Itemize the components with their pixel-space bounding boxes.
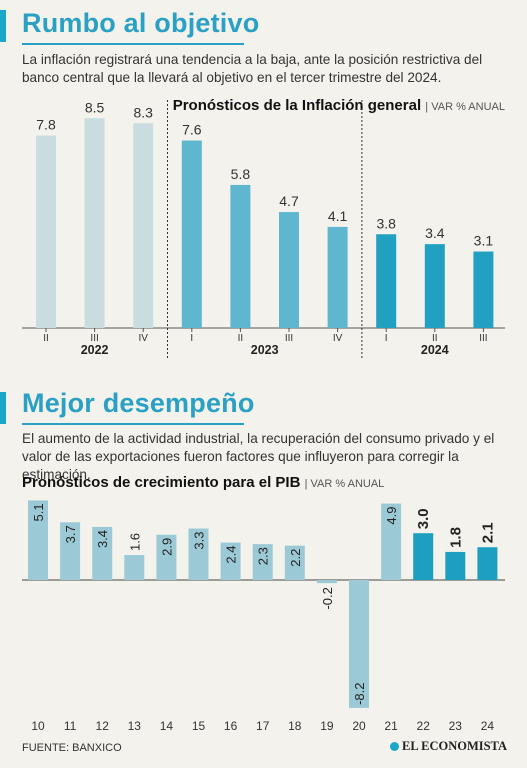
- inflation-value-label: 7.6: [182, 122, 202, 138]
- pib-bar: [316, 580, 337, 584]
- section1-rule: [22, 43, 244, 45]
- inflation-value-label: 8.3: [133, 104, 153, 120]
- inflation-value-label: 3.1: [474, 233, 494, 249]
- inflation-bar: [133, 123, 154, 328]
- pib-tick-label: 16: [224, 719, 238, 733]
- pib-value-label: 3.4: [95, 530, 110, 548]
- inflation-year-label: 2024: [421, 343, 449, 357]
- section2-description: El aumento de la actividad industrial, l…: [22, 431, 495, 482]
- inflation-value-label: 7.8: [36, 117, 56, 133]
- inflation-tick-label: I: [190, 333, 193, 344]
- pib-value-label: 2.9: [159, 538, 174, 556]
- pib-tick-label: 22: [417, 719, 431, 733]
- section2-rule: [22, 423, 244, 425]
- inflation-value-label: 4.7: [279, 193, 299, 209]
- pib-bar: [381, 503, 402, 580]
- pib-chart-title-text: Pronósticos de crecimiento para el PIB: [22, 474, 301, 491]
- section2-title: Mejor desempeño: [22, 388, 255, 418]
- inflation-year-label: 2023: [251, 343, 279, 357]
- pib-bar: [156, 534, 177, 580]
- pib-tick-label: 19: [320, 719, 334, 733]
- pib-bar: [477, 547, 498, 580]
- inflation-tick-label: II: [432, 333, 438, 344]
- pib-value-label: 3.0: [415, 508, 432, 529]
- footer-logo: EL ECONOMISTA: [390, 739, 507, 754]
- inflation-tick-label: III: [479, 333, 487, 344]
- inflation-tick-label: I: [385, 333, 388, 344]
- pib-bar: [28, 500, 48, 580]
- inflation-value-label: 8.5: [85, 99, 105, 115]
- pib-bar: [349, 580, 369, 708]
- pib-tick-label: 14: [160, 719, 174, 733]
- inflation-tick-label: III: [285, 333, 293, 344]
- pib-tick-label: 11: [64, 719, 77, 733]
- pib-chart: 5.1 10 3.7 11 3.4 12 1.6 13 2.9 14 3.3 15 2.4 16 2.3 17…: [22, 500, 505, 733]
- inflation-tick-label: II: [238, 333, 244, 344]
- pib-bar: [445, 551, 466, 580]
- pib-value-label: 2.1: [479, 522, 496, 543]
- section2-accent-bar: [0, 392, 6, 424]
- pib-value-label: -8.2: [352, 683, 367, 705]
- pib-bar: [188, 528, 209, 580]
- pib-bar: [92, 526, 113, 580]
- inflation-bar: [181, 140, 202, 328]
- inflation-tick-label: II: [43, 333, 49, 344]
- pib-chart-title: Pronósticos de crecimiento para el PIB |…: [22, 474, 384, 491]
- pib-bar: [413, 533, 434, 580]
- pib-tick-label: 13: [128, 719, 142, 733]
- pib-tick-label: 10: [31, 719, 45, 733]
- section1-description: La inflación registrará una tendencia a …: [22, 52, 483, 85]
- inflation-tick-label: IV: [138, 333, 148, 344]
- inflation-value-label: 3.4: [425, 225, 445, 241]
- inflation-tick-label: III: [90, 333, 98, 344]
- pib-value-label: 3.3: [192, 532, 207, 550]
- pib-tick-label: 18: [288, 719, 302, 733]
- inflation-bar: [327, 226, 348, 328]
- pib-value-label: 1.8: [447, 527, 464, 548]
- pib-value-label: 2.3: [256, 547, 271, 565]
- pib-value-label: 2.4: [224, 546, 239, 564]
- pib-chart-unit: | VAR % ANUAL: [304, 478, 385, 490]
- inflation-chart: 2022 2023 20247.8II8.5III8.3IV7.6I5.8II4.7…: [22, 99, 505, 358]
- pib-tick-label: 23: [449, 719, 463, 733]
- pib-value-label: 2.2: [288, 549, 303, 567]
- inflation-chart-unit: | VAR % ANUAL: [425, 101, 505, 113]
- pib-value-label: 5.1: [31, 503, 46, 521]
- inflation-bar: [84, 118, 105, 328]
- inflation-bar: [473, 251, 494, 328]
- pib-tick-label: 17: [256, 719, 270, 733]
- pib-bar: [60, 522, 81, 580]
- pib-value-label: -0.2: [320, 587, 335, 609]
- pib-tick-label: 20: [352, 719, 366, 733]
- inflation-bar: [279, 212, 299, 328]
- section1-title: Rumbo al objetivo: [22, 8, 260, 38]
- inflation-value-label: 3.8: [376, 215, 396, 231]
- section1-accent-bar: [0, 10, 6, 42]
- pib-tick-label: 12: [96, 719, 110, 733]
- pib-bar: [124, 555, 145, 580]
- inflation-bar: [376, 234, 397, 328]
- pib-tick-label: 21: [384, 719, 398, 733]
- inflation-value-label: 4.1: [328, 208, 348, 224]
- logo-icon: [390, 742, 399, 751]
- inflation-bar: [424, 244, 445, 328]
- inflation-value-label: 5.8: [231, 166, 251, 182]
- pib-value-label: 4.9: [384, 507, 399, 525]
- pib-value-label: 1.6: [127, 533, 142, 551]
- inflation-chart-title: Pronósticos de la Inflación general | VA…: [173, 96, 505, 117]
- inflation-chart-title-text: Pronósticos de la Inflación general: [172, 97, 422, 114]
- inflation-bar: [230, 184, 251, 328]
- inflation-bar: [36, 135, 56, 328]
- pib-tick-label: 15: [192, 719, 206, 733]
- pib-tick-label: 24: [481, 719, 495, 733]
- footer-source: FUENTE: BANXICO: [22, 742, 122, 754]
- pib-value-label: 3.7: [63, 525, 78, 543]
- inflation-tick-label: IV: [333, 333, 343, 344]
- pib-bar: [284, 545, 305, 580]
- inflation-year-label: 2022: [81, 343, 109, 357]
- pib-bar: [252, 544, 273, 580]
- pib-bar: [220, 542, 241, 580]
